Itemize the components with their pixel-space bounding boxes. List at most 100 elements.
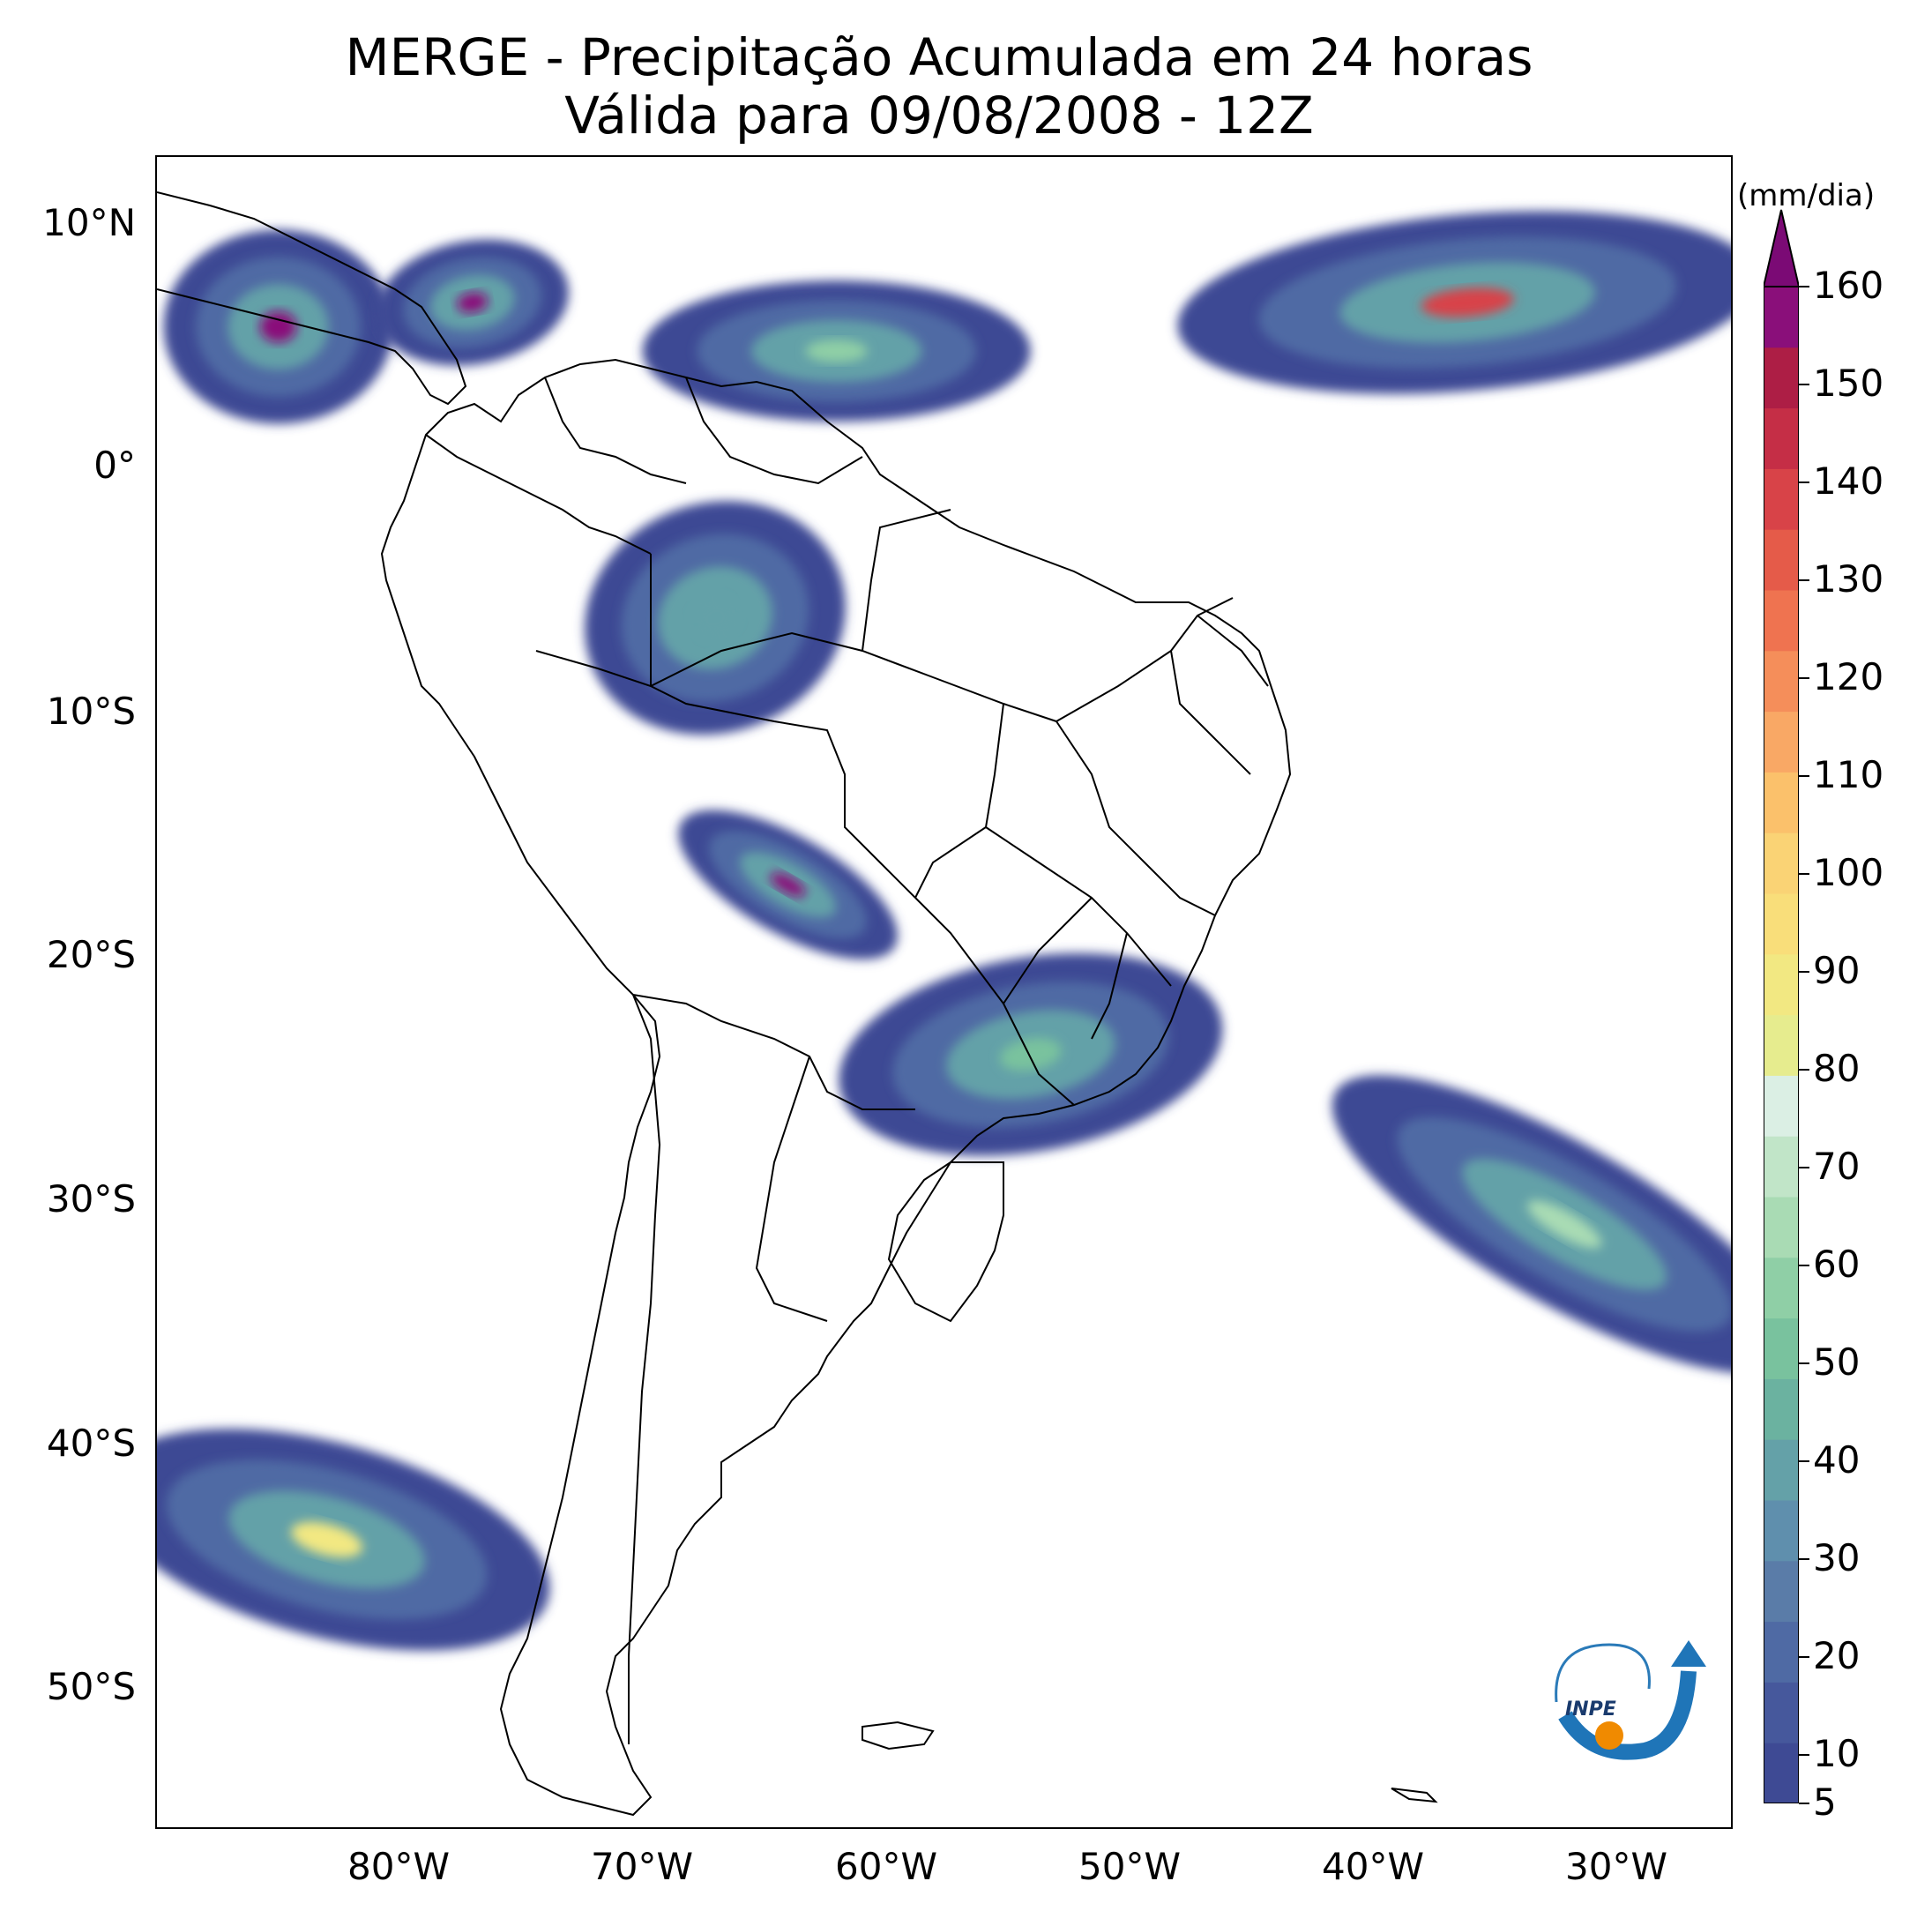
lat-label-10s: 10°S (46, 690, 136, 733)
colorbar-tick (1799, 383, 1809, 385)
colorbar-tick (1799, 1803, 1809, 1804)
state-border (1056, 597, 1234, 722)
map-subtitle: Válida para 09/08/2008 - 12Z (564, 86, 1314, 146)
colorbar-tick (1799, 1362, 1809, 1364)
country-border (632, 994, 915, 1110)
colorbar-tick (1799, 774, 1809, 777)
lon-label-70w: 70°W (591, 1845, 693, 1888)
colorbar-tick-label: 80 (1813, 1046, 1861, 1090)
lat-label-40s: 40°S (46, 1422, 136, 1465)
colorbar-tick-label: 20 (1813, 1633, 1861, 1677)
country-border (425, 434, 652, 555)
state-border (862, 509, 951, 652)
colorbar-segment (1764, 832, 1799, 894)
precipitation-area (1421, 287, 1514, 317)
precipitation-area (1000, 1038, 1062, 1071)
precipitation-area (457, 292, 489, 313)
country-border (755, 1056, 828, 1322)
map-panel (155, 155, 1733, 1829)
state-border (1170, 650, 1251, 775)
colorbar-tick (1799, 676, 1809, 679)
colorbar-segment (1764, 1439, 1799, 1501)
lon-label-40w: 40°W (1322, 1845, 1424, 1888)
lon-label-30w: 30°W (1565, 1845, 1667, 1888)
precipitation-area (770, 872, 806, 897)
colorbar-tick-label: 70 (1813, 1144, 1861, 1188)
country-border (773, 720, 916, 899)
colorbar-tick-label: 30 (1813, 1535, 1861, 1579)
colorbar-tick (1799, 1557, 1809, 1560)
country-border (628, 994, 661, 1744)
colorbar-tick-label: 100 (1813, 850, 1884, 894)
precipitation-area (805, 340, 868, 362)
colorbar-segment (1764, 893, 1799, 955)
lon-label-60w: 60°W (835, 1845, 937, 1888)
colorbar-segment (1764, 1682, 1799, 1743)
colorbar-tick (1799, 970, 1809, 973)
colorbar-tick-label: 130 (1813, 556, 1884, 601)
country-border (685, 377, 863, 485)
colorbar (1764, 209, 1799, 1803)
colorbar-segment (1764, 590, 1799, 652)
colorbar-segment (1764, 347, 1799, 409)
colorbar-segment (1764, 1014, 1799, 1076)
inpe-logo: INPE (1539, 1618, 1715, 1768)
svg-text:INPE: INPE (1565, 1698, 1616, 1721)
colorbar-segment (1764, 650, 1799, 713)
colorbar-tick (1799, 286, 1809, 287)
precipitation-layer (157, 211, 1731, 1651)
south-america-coastline (380, 358, 1292, 1817)
colorbar-segment (1764, 407, 1799, 469)
country-border (544, 377, 687, 484)
colorbar-tick-label: 40 (1813, 1437, 1861, 1482)
lat-label-50s: 50°S (46, 1665, 136, 1708)
colorbar-tick-label: 120 (1813, 654, 1884, 698)
colorbar-extend-arrow (1764, 209, 1799, 287)
colorbar-segment (1764, 468, 1799, 530)
colorbar-tick-label: 50 (1813, 1340, 1861, 1384)
colorbar-segment (1764, 1378, 1799, 1440)
colorbar-segment (1764, 1500, 1799, 1562)
colorbar-tick (1799, 481, 1809, 483)
precipitation-area (694, 599, 736, 637)
colorbar-segment (1764, 1560, 1799, 1623)
south-georgia-coastline (1391, 1788, 1438, 1803)
colorbar-tick (1799, 1068, 1809, 1071)
colorbar-tick (1799, 1655, 1809, 1658)
central-america-coastline (157, 191, 467, 406)
lon-label-50w: 50°W (1078, 1845, 1181, 1888)
precipitation-area (291, 1521, 363, 1558)
colorbar-unit: (mm/dia) (1737, 178, 1876, 213)
colorbar-tick (1799, 579, 1809, 581)
lat-label-10n: 10°N (42, 201, 136, 244)
colorbar-tick-label: 90 (1813, 948, 1861, 992)
precipitation-map (157, 191, 1731, 1817)
country-border (535, 650, 775, 722)
precipitation-area (259, 310, 297, 343)
colorbar-tick-label: 60 (1813, 1242, 1861, 1286)
colorbar-tick (1799, 872, 1809, 875)
colorbar-tick-label: 140 (1813, 459, 1884, 503)
coastline-layer (157, 191, 1438, 1817)
colorbar-segment (1764, 1318, 1799, 1379)
state-border (1003, 897, 1093, 1004)
country-border (887, 1161, 1004, 1323)
lat-label-20s: 20°S (46, 933, 136, 976)
colorbar-segment (1764, 1257, 1799, 1319)
colorbar-segment (1764, 1075, 1799, 1137)
colorbar-segment (1764, 1136, 1799, 1198)
colorbar-tick-label: 5 (1813, 1780, 1837, 1824)
state-border (1197, 615, 1269, 687)
falklands-coastline (862, 1721, 935, 1751)
colorbar-segment (1764, 772, 1799, 833)
colorbar-tick (1799, 1166, 1809, 1168)
colorbar-tick-label: 160 (1813, 264, 1884, 307)
colorbar-tick (1799, 1459, 1809, 1462)
colorbar-tick-label: 110 (1813, 752, 1884, 796)
lat-label-30s: 30°S (46, 1177, 136, 1221)
colorbar-tick-label: 10 (1813, 1731, 1861, 1775)
colorbar-tick (1799, 1753, 1809, 1756)
precipitation-area (1527, 1200, 1602, 1249)
lon-label-80w: 80°W (347, 1845, 450, 1888)
colorbar-segment (1764, 711, 1799, 773)
